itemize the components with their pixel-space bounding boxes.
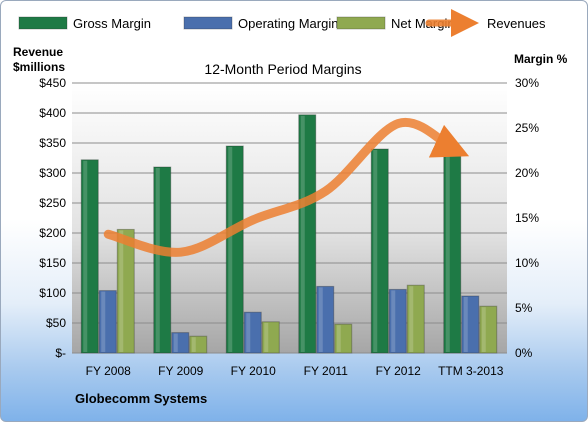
bar-operating-margin	[171, 332, 190, 354]
y-right-ticks: 0% 5% 10% 15% 20% 25% 30%	[515, 76, 539, 360]
revenue-line	[103, 117, 470, 257]
x-category-label: TTM 3-2013	[438, 364, 504, 378]
bar-highlight	[409, 286, 414, 352]
y-left-title-line2: $millions	[13, 60, 65, 74]
legend-label-operating-margin: Operating Margin	[238, 16, 338, 31]
bar-highlight	[246, 313, 251, 352]
bar-gross-margin	[80, 159, 99, 354]
bar-gross-margin	[153, 166, 172, 354]
y-right-title: Margin %	[514, 52, 568, 66]
x-category-label: FY 2008	[86, 364, 131, 378]
bar-highlight	[101, 291, 106, 352]
y-right-tick-label: 0%	[515, 346, 533, 360]
bar-highlight	[264, 322, 269, 352]
y-left-tick-label: $150	[39, 256, 66, 270]
x-category-label: FY 2011	[304, 364, 349, 378]
bar-highlight	[191, 337, 196, 352]
bar-operating-margin	[388, 288, 407, 354]
legend-swatch-net-margin	[336, 16, 386, 30]
bar-highlight	[373, 150, 378, 352]
bar-net-margin	[334, 323, 353, 354]
bars	[80, 114, 498, 354]
bar-highlight	[463, 297, 468, 352]
bar-highlight	[119, 230, 124, 352]
y-right-tick-label: 30%	[515, 76, 539, 90]
y-left-tick-label: $450	[39, 76, 66, 90]
bar-highlight	[83, 160, 88, 352]
bar-operating-margin	[98, 290, 117, 354]
x-category-label: FY 2010	[231, 364, 276, 378]
legend-swatch-operating-margin	[183, 16, 233, 30]
bar-net-margin	[406, 284, 425, 354]
y-left-tick-label: $-	[55, 346, 66, 360]
y-right-tick-label: 15%	[515, 211, 539, 225]
x-category-labels: FY 2008 FY 2009 FY 2010 FY 2011 FY 2012 TTM 3…	[86, 364, 504, 378]
y-left-tick-label: $100	[39, 286, 66, 300]
bar-net-margin	[189, 335, 208, 354]
company-name: Globecomm Systems	[75, 391, 207, 406]
y-right-tick-label: 20%	[515, 166, 539, 180]
bar-highlight	[173, 333, 178, 352]
bar-gross-margin	[370, 148, 389, 354]
bar-net-margin	[479, 305, 498, 354]
bar-operating-margin	[316, 285, 335, 354]
legend-label-gross-margin: Gross Margin	[73, 16, 151, 31]
y-left-tick-label: $300	[39, 166, 66, 180]
y-right-tick-label: 25%	[515, 121, 539, 135]
y-left-tick-label: $50	[46, 316, 66, 330]
y-left-tick-label: $200	[39, 226, 66, 240]
bar-operating-margin	[461, 295, 480, 354]
bar-highlight	[155, 168, 160, 352]
x-category-label: FY 2012	[376, 364, 421, 378]
bar-highlight	[300, 115, 305, 352]
bar-operating-margin	[243, 311, 262, 354]
bar-highlight	[336, 325, 341, 352]
bar-highlight	[481, 307, 486, 352]
y-right-tick-label: 10%	[515, 256, 539, 270]
bar-gross-margin	[225, 145, 244, 354]
y-left-title-line1: Revenue	[13, 45, 63, 59]
bar-highlight	[391, 290, 396, 352]
y-right-tick-label: 5%	[515, 301, 533, 315]
legend-label-revenues: Revenues	[487, 16, 546, 31]
legend: Gross Margin Operating Margin Net Margin Re…	[18, 9, 546, 37]
y-left-tick-label: $400	[39, 106, 66, 120]
y-left-tick-label: $350	[39, 136, 66, 150]
bar-gross-margin	[298, 114, 317, 354]
plot-area	[72, 83, 507, 353]
bar-net-margin	[116, 228, 135, 354]
bar-highlight	[228, 147, 233, 352]
y-left-tick-label: $250	[39, 196, 66, 210]
revenue-line-path	[103, 117, 470, 257]
x-category-label: FY 2009	[158, 364, 203, 378]
bar-highlight	[318, 287, 323, 352]
legend-swatch-gross-margin	[18, 16, 68, 30]
y-left-ticks: $- $50 $100 $150 $200 $250 $300 $350 $400 $450	[39, 76, 66, 360]
bar-highlight	[445, 151, 450, 352]
chart-title: 12-Month Period Margins	[204, 61, 361, 77]
bar-net-margin	[261, 321, 280, 354]
